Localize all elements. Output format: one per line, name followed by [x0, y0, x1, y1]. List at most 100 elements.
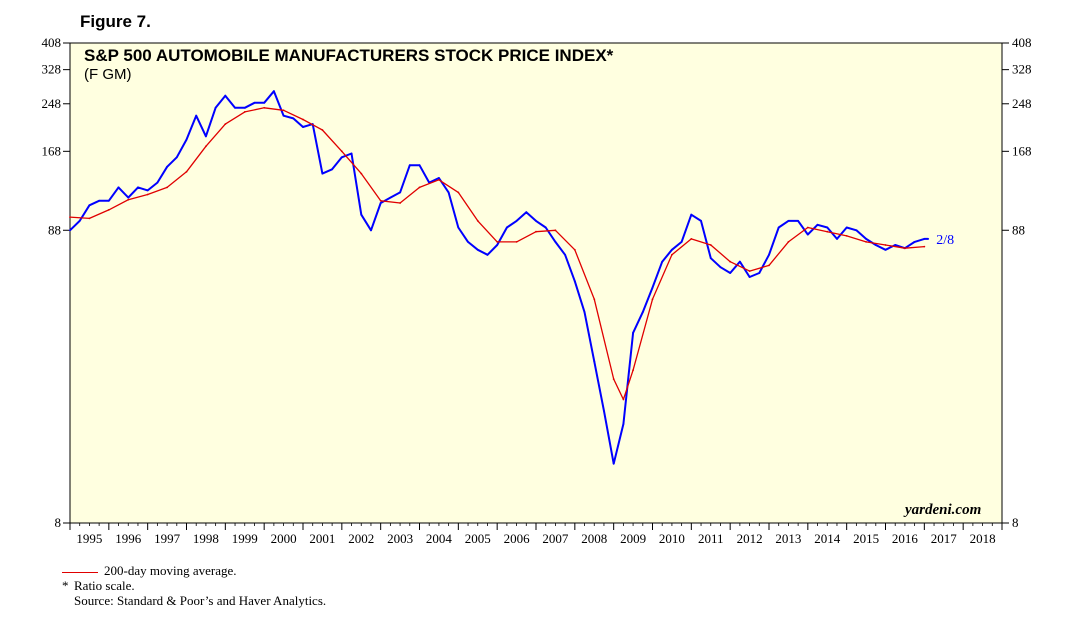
moving-average-line-point	[535, 230, 537, 233]
index-line-point	[884, 248, 887, 251]
y-tick-label-right: 168	[1012, 143, 1032, 158]
index-line-point	[845, 226, 848, 229]
index-line-point	[496, 244, 499, 246]
x-tick-label: 2009	[620, 531, 646, 546]
moving-average-line-point	[418, 186, 421, 189]
index-line-point	[88, 204, 91, 207]
x-tick-label: 2006	[504, 531, 531, 546]
index-line-point	[709, 257, 712, 260]
index-line-point	[927, 238, 930, 240]
index-line-point	[680, 241, 683, 243]
index-line-point	[583, 311, 586, 313]
index-line-point	[816, 223, 819, 226]
moving-average-line-point	[127, 198, 130, 201]
index-line-point	[671, 248, 673, 251]
index-line-point	[175, 156, 178, 159]
moving-average-line-point	[729, 260, 732, 263]
moving-average-line-point	[923, 245, 926, 248]
ma-legend-swatch	[62, 571, 98, 573]
index-line-point	[622, 423, 625, 425]
index-line-point	[768, 253, 770, 256]
index-line-point	[107, 199, 110, 202]
moving-average-line-point	[671, 253, 673, 256]
moving-average-line-point	[340, 150, 343, 153]
index-line-point	[544, 226, 547, 229]
index-line-point	[641, 311, 644, 313]
index-line-point	[777, 226, 780, 229]
moving-average-line-point	[826, 230, 829, 233]
moving-average-line-point	[651, 298, 654, 301]
moving-average-line-point	[593, 298, 596, 301]
x-tick-label: 2008	[581, 531, 607, 546]
legend-ma-label: 200-day moving average.	[104, 563, 237, 578]
figure-label: Figure 7.	[80, 12, 151, 31]
index-line	[69, 90, 929, 465]
index-line-point	[467, 241, 469, 243]
footnotes: 200-day moving average. * Ratio scale. So…	[62, 563, 326, 608]
moving-average-line-point	[263, 106, 266, 109]
index-line-point	[632, 331, 634, 334]
index-line-point	[923, 238, 926, 240]
index-line-point	[457, 226, 460, 229]
index-line-point	[593, 360, 596, 363]
index-line-point	[719, 266, 722, 269]
index-line-point	[117, 186, 120, 189]
moving-average-line-point	[787, 241, 790, 243]
y-tick-label-right: 88	[1012, 222, 1025, 237]
x-tick-label: 2005	[465, 531, 491, 546]
moving-average-line-point	[185, 170, 188, 173]
moving-average-line-point	[476, 220, 479, 222]
index-line-point	[273, 90, 275, 93]
index-line-point	[399, 191, 401, 194]
x-tick-label: 2001	[309, 531, 335, 546]
moving-average-line-point	[243, 111, 246, 113]
x-tick-label: 2003	[387, 531, 413, 546]
source-note: Source: Standard & Poor’s and Haver Anal…	[62, 593, 326, 608]
moving-average-line-point	[884, 244, 887, 246]
moving-average-line-point	[768, 264, 770, 267]
moving-average-line-point	[554, 229, 557, 232]
y-tick-label-right: 328	[1012, 62, 1032, 77]
index-line-point	[564, 253, 566, 256]
index-line-point	[302, 126, 304, 128]
moving-average-line-point	[146, 193, 149, 196]
x-tick-label: 2014	[814, 531, 841, 546]
index-line-point	[797, 220, 799, 222]
x-tick-label: 1995	[76, 531, 102, 546]
index-line-point	[156, 181, 159, 184]
index-line-point	[408, 164, 411, 167]
index-line-point	[894, 244, 897, 246]
moving-average-line-point	[360, 172, 363, 175]
index-line-point	[826, 226, 829, 229]
index-line-point	[331, 168, 333, 171]
moving-average-line-point	[321, 129, 324, 131]
moving-average-line-point	[166, 186, 169, 189]
y-tick-label-right: 8	[1012, 515, 1019, 530]
moving-average-line-point	[622, 398, 625, 401]
index-line-point	[525, 211, 528, 214]
y-tick-label-left: 88	[48, 222, 61, 237]
index-line-point	[418, 164, 421, 167]
index-line-point	[321, 172, 324, 175]
index-line-point	[166, 165, 169, 168]
index-line-point	[360, 213, 363, 216]
index-line-point	[263, 101, 266, 104]
asterisk: *	[62, 578, 69, 593]
moving-average-line-point	[904, 247, 906, 250]
index-line-point	[78, 220, 81, 222]
moving-average-line-point	[107, 209, 110, 211]
index-line-point	[855, 229, 858, 232]
moving-average-line-point	[282, 109, 285, 112]
index-line-point	[389, 196, 392, 199]
index-line-point	[292, 117, 295, 120]
moving-average-line-point	[748, 270, 751, 272]
x-tick-label: 2015	[853, 531, 879, 546]
index-line-point	[913, 241, 916, 243]
index-line-point	[758, 272, 761, 274]
x-tick-label: 1999	[232, 531, 258, 546]
x-tick-label: 2012	[737, 531, 763, 546]
moving-average-line-point	[515, 241, 518, 243]
moving-average-line-point	[709, 244, 712, 246]
index-line-point	[836, 238, 838, 240]
